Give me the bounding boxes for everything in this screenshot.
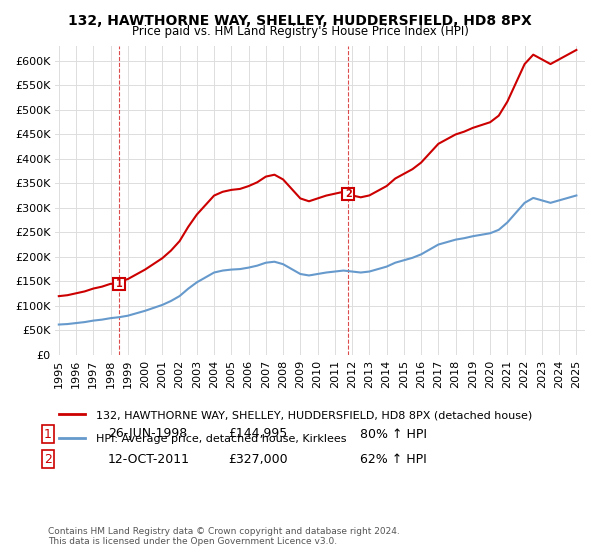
Text: Price paid vs. HM Land Registry's House Price Index (HPI): Price paid vs. HM Land Registry's House … [131, 25, 469, 38]
Text: 132, HAWTHORNE WAY, SHELLEY, HUDDERSFIELD, HD8 8PX (detached house): 132, HAWTHORNE WAY, SHELLEY, HUDDERSFIEL… [95, 410, 532, 421]
Text: 12-OCT-2011: 12-OCT-2011 [108, 452, 190, 466]
Text: 80% ↑ HPI: 80% ↑ HPI [360, 427, 427, 441]
Text: 62% ↑ HPI: 62% ↑ HPI [360, 452, 427, 466]
Text: Contains HM Land Registry data © Crown copyright and database right 2024.
This d: Contains HM Land Registry data © Crown c… [48, 526, 400, 546]
Text: £327,000: £327,000 [228, 452, 287, 466]
Text: 26-JUN-1998: 26-JUN-1998 [108, 427, 187, 441]
Text: 1: 1 [44, 427, 52, 441]
Text: 2: 2 [345, 189, 352, 199]
Text: 1: 1 [115, 279, 122, 289]
Text: HPI: Average price, detached house, Kirklees: HPI: Average price, detached house, Kirk… [95, 435, 346, 445]
Text: 2: 2 [44, 452, 52, 466]
Text: 132, HAWTHORNE WAY, SHELLEY, HUDDERSFIELD, HD8 8PX: 132, HAWTHORNE WAY, SHELLEY, HUDDERSFIEL… [68, 14, 532, 28]
Text: £144,995: £144,995 [228, 427, 287, 441]
